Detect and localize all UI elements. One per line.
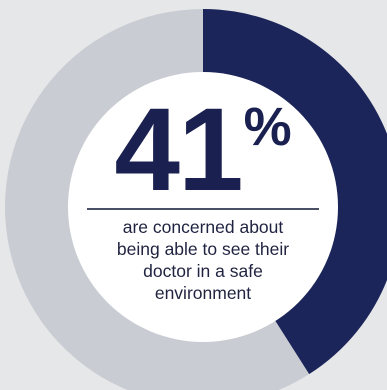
- divider-rule: [87, 208, 319, 210]
- stat-number: 41: [114, 84, 243, 216]
- callout: 41% are concerned about being able to se…: [78, 91, 328, 304]
- donut-center-disc: [68, 72, 338, 342]
- caption-line: doctor in a safe: [143, 260, 263, 281]
- big-stat: 41%: [114, 91, 292, 209]
- caption-line: are concerned about: [122, 216, 284, 237]
- caption-line: being able to see their: [116, 238, 290, 259]
- stat-caption: are concerned about being able to see th…: [83, 216, 323, 304]
- caption-line: environment: [154, 282, 252, 303]
- stat-unit: %: [243, 97, 292, 157]
